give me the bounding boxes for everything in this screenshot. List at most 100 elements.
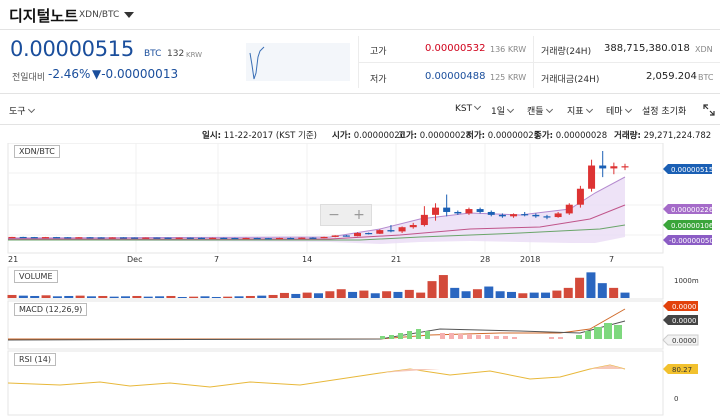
price-tag-text: -0.00000050 [669, 237, 714, 245]
candle-menu[interactable]: 캔들 [527, 104, 553, 117]
ohlc-open: 시가: 0.00000026 [332, 131, 406, 141]
amount-value: 2,059.204 [646, 71, 697, 82]
zoom-control: − + [320, 204, 372, 226]
change-label: 전일대비 [12, 73, 46, 83]
period-menu[interactable]: 1일 [491, 104, 515, 117]
price-unit: BTC [144, 49, 162, 59]
candle-body [487, 211, 495, 215]
macd-tag-text: 0.0000 [672, 317, 697, 325]
volume-bar [472, 289, 482, 298]
x-tick: Dec [127, 255, 142, 264]
candle-body [342, 235, 350, 237]
volume-bar [382, 291, 392, 298]
candle-body [510, 214, 518, 217]
timezone-label: KST [455, 104, 473, 114]
price-tag-current [663, 164, 712, 174]
chevron-down-icon [474, 102, 482, 111]
coin-pair: XDN/BTC [79, 10, 120, 20]
candle-body [409, 225, 417, 228]
candle-body [498, 214, 506, 217]
rsi-tag-text: 80.27 [672, 366, 692, 374]
amount-label: 거래대금(24H) [541, 75, 600, 85]
candle-body [19, 236, 27, 239]
candle-body [398, 227, 406, 232]
volume-bar [620, 292, 630, 298]
candle-body [432, 207, 440, 215]
rsi-panel-label: RSI (14) [14, 353, 56, 366]
volume-bar [132, 295, 142, 298]
volume-unit: XDN [695, 45, 713, 54]
volume-bar [143, 296, 153, 298]
candle-body [242, 237, 250, 240]
chart-toolbar: 도구 KST 1일 캔들 지표 테마 설정 초기화 [0, 95, 720, 125]
volume-bar [609, 287, 619, 298]
price-tags: 0.00000515 0.00000226 0.00000106 -0.0000… [663, 164, 714, 245]
volume-bar [529, 292, 539, 298]
candle-body [131, 237, 139, 239]
volume-panel-frame [7, 266, 664, 300]
candle-body [588, 165, 596, 189]
macd-histogram-neg [440, 333, 563, 339]
volume-bar [336, 289, 346, 298]
volume-bar [393, 291, 403, 298]
candle-body [331, 235, 339, 237]
zoom-in-button[interactable]: + [353, 207, 365, 223]
candle-body [142, 237, 150, 239]
x-axis: 21 Dec 7 14 21 28 2018 7 [8, 255, 614, 264]
price-chart[interactable]: 21 Dec 7 14 21 28 2018 7 0.00000515 0.00… [0, 143, 720, 416]
candle-body [8, 236, 16, 239]
price-tag-upper [663, 204, 712, 214]
chevron-down-icon [506, 105, 515, 114]
mini-sparkline [246, 43, 350, 81]
candle-body [543, 216, 551, 218]
candle-body [275, 237, 283, 240]
price-tag-text: 0.00000515 [671, 166, 713, 174]
macd-series [7, 308, 626, 341]
macd-hist-tag [662, 334, 699, 346]
x-tick: 21 [391, 255, 401, 264]
tools-menu[interactable]: 도구 [9, 104, 35, 117]
coin-select-caret-icon[interactable] [124, 12, 134, 18]
amount-unit: BTC [698, 73, 714, 82]
volume-bar [189, 296, 199, 298]
candle-body [231, 237, 239, 240]
indicator-menu[interactable]: 지표 [567, 104, 593, 117]
volume-bar [98, 295, 108, 298]
candle-body [175, 237, 183, 239]
change-absolute: ▼-0.00000013 [92, 67, 179, 81]
candle-body [75, 237, 83, 239]
volume-bar [109, 296, 119, 298]
timezone-menu[interactable]: KST [455, 102, 482, 114]
candle-body [320, 236, 328, 239]
main-panel-label: XDN/BTC [14, 145, 60, 158]
candle-body [599, 165, 607, 169]
volume-panel-label: VOLUME [14, 270, 58, 283]
candle-label: 캔들 [527, 107, 544, 117]
candle-body [153, 237, 161, 239]
low-value: 0.00000488 [425, 71, 486, 82]
volume-bar [41, 295, 51, 298]
candle-body [197, 237, 205, 240]
price-summary: 0.00000515 BTC 132 KRW 전일대비 -2.46% ▼-0.0… [0, 30, 720, 94]
volume-bar [268, 294, 278, 298]
ohlc-high: 고가: 0.00000028 [398, 131, 472, 141]
volume-bar [234, 296, 244, 298]
volume-bar [64, 295, 74, 298]
candle-body [610, 166, 618, 169]
x-tick: 7 [609, 255, 614, 264]
volume-bar [314, 293, 323, 298]
candle-body [576, 188, 584, 205]
reset-settings-button[interactable]: 설정 초기화 [642, 107, 687, 117]
fullscreen-icon[interactable] [703, 104, 715, 116]
candle-body [454, 211, 462, 214]
macd-tags: 0.0000 0.0000 0.0000 [662, 301, 699, 346]
price-krw: 132 [167, 49, 185, 59]
high-value: 0.00000532 [425, 43, 486, 54]
macd-line [8, 308, 626, 340]
rsi-tag [663, 364, 698, 374]
zoom-out-button[interactable]: − [328, 207, 340, 223]
ohlc-info-line: 일시: 11-22-2017 (KST 기준) 시가: 0.00000026 고… [0, 129, 720, 143]
theme-menu[interactable]: 테마 [606, 104, 632, 117]
volume-bar [427, 281, 437, 298]
volume-label: 거래량(24H) [541, 47, 592, 57]
